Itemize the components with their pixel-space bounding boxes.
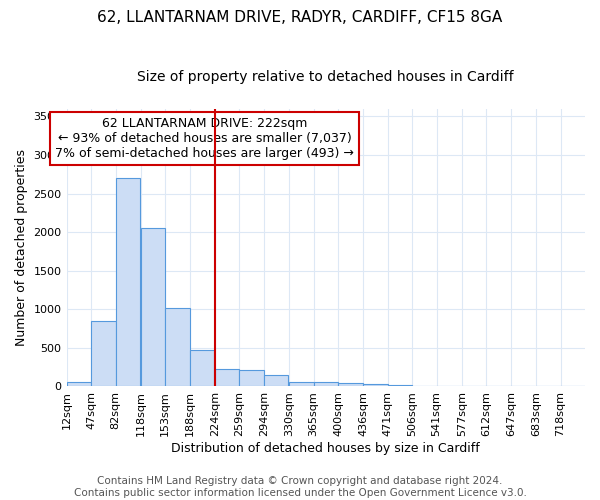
Bar <box>338 384 362 386</box>
Bar <box>289 382 314 386</box>
Bar <box>388 384 412 386</box>
Y-axis label: Number of detached properties: Number of detached properties <box>15 149 28 346</box>
Text: 62, LLANTARNAM DRIVE, RADYR, CARDIFF, CF15 8GA: 62, LLANTARNAM DRIVE, RADYR, CARDIFF, CF… <box>97 10 503 25</box>
Bar <box>116 178 140 386</box>
Bar <box>190 350 214 387</box>
Bar <box>67 382 91 386</box>
Bar <box>91 321 116 386</box>
X-axis label: Distribution of detached houses by size in Cardiff: Distribution of detached houses by size … <box>172 442 480 455</box>
Text: Contains HM Land Registry data © Crown copyright and database right 2024.
Contai: Contains HM Land Registry data © Crown c… <box>74 476 526 498</box>
Bar <box>215 369 239 386</box>
Title: Size of property relative to detached houses in Cardiff: Size of property relative to detached ho… <box>137 70 514 84</box>
Text: 62 LLANTARNAM DRIVE: 222sqm
← 93% of detached houses are smaller (7,037)
7% of s: 62 LLANTARNAM DRIVE: 222sqm ← 93% of det… <box>55 117 354 160</box>
Bar <box>314 382 338 386</box>
Bar <box>363 384 388 386</box>
Bar <box>264 376 289 386</box>
Bar <box>239 370 264 386</box>
Bar <box>141 228 165 386</box>
Bar <box>165 308 190 386</box>
